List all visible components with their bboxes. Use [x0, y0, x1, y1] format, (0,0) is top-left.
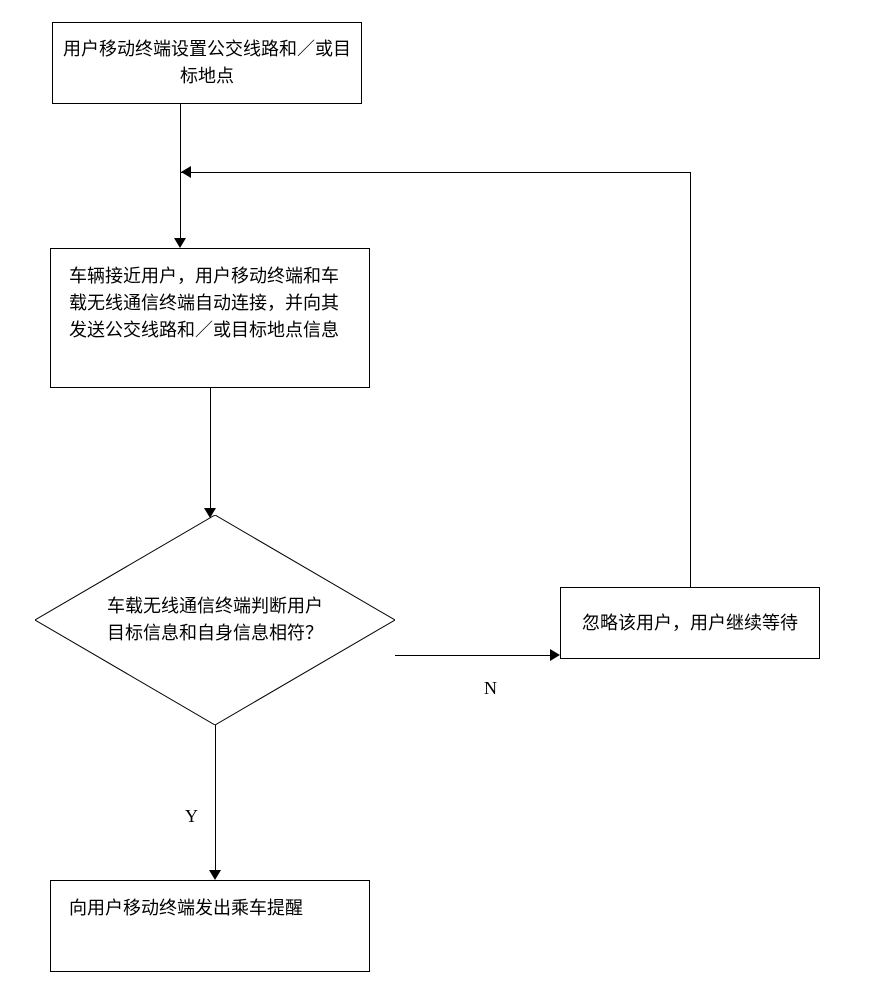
- edge-decision-ignore: [395, 655, 550, 656]
- node-remind: 向用户移动终端发出乘车提醒: [50, 880, 370, 972]
- edge-feedback-arrowhead: [181, 166, 191, 178]
- node-start-text: 用户移动终端设置公交线路和／或目标地点: [63, 36, 351, 90]
- node-connect-text: 车辆接近用户，用户移动终端和车载无线通信终端自动连接，并向其发送公交线路和／或目…: [69, 263, 351, 344]
- node-start: 用户移动终端设置公交线路和／或目标地点: [52, 22, 362, 104]
- node-connect: 车辆接近用户，用户移动终端和车载无线通信终端自动连接，并向其发送公交线路和／或目…: [50, 248, 370, 388]
- edge-label-yes: Y: [185, 806, 198, 827]
- edge-connect-decision: [210, 388, 211, 508]
- edge-feedback-horizontal: [180, 172, 690, 173]
- edge-decision-remind: [215, 725, 216, 870]
- edge-start-connect-arrowhead: [174, 238, 186, 248]
- node-remind-text: 向用户移动终端发出乘车提醒: [69, 895, 303, 922]
- node-decision: 车载无线通信终端判断用户目标信息和自身信息相符？: [35, 515, 395, 725]
- edge-decision-remind-arrowhead: [209, 870, 221, 880]
- node-ignore: 忽略该用户，用户继续等待: [560, 587, 820, 659]
- edge-decision-ignore-arrowhead: [550, 649, 560, 661]
- edge-feedback-vertical: [690, 172, 691, 587]
- node-ignore-text: 忽略该用户，用户继续等待: [582, 610, 798, 637]
- edge-label-no: N: [484, 678, 497, 699]
- node-decision-text: 车载无线通信终端判断用户目标信息和自身信息相符？: [105, 593, 325, 647]
